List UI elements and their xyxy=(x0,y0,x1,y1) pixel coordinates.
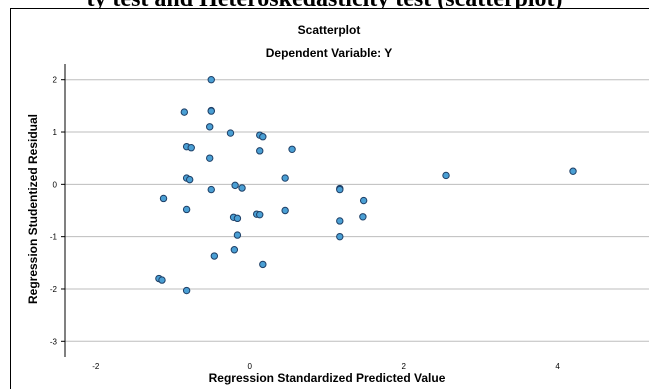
data-point xyxy=(210,252,219,260)
data-point xyxy=(359,196,368,205)
data-point xyxy=(259,133,267,141)
data-point xyxy=(288,145,296,153)
data-point xyxy=(207,75,215,84)
data-point xyxy=(336,185,344,194)
data-point xyxy=(206,123,214,131)
data-point xyxy=(182,286,191,295)
data-point xyxy=(187,144,195,152)
x-axis-label: Regression Standardized Predicted Value xyxy=(209,371,446,385)
y-axis-label: Regression Studentized Residual xyxy=(26,114,40,304)
data-point xyxy=(206,154,214,162)
data-point xyxy=(230,246,239,254)
gridlines xyxy=(65,79,649,342)
data-point xyxy=(259,260,267,269)
x-tick-label: -2 xyxy=(92,362,100,371)
data-point xyxy=(256,147,264,155)
data-point xyxy=(442,171,450,180)
data-point xyxy=(256,210,264,219)
chart-frame: Scatterplot Dependent Variable: Y -3 -2 -1… xyxy=(10,8,649,389)
x-axis-ticks: -2 0 2 4 xyxy=(92,362,560,371)
data-point xyxy=(226,129,235,137)
data-point xyxy=(207,185,215,194)
data-points xyxy=(155,75,577,295)
data-point xyxy=(158,276,166,284)
data-point xyxy=(281,174,289,182)
data-point xyxy=(231,181,239,190)
chart-subtitle: Dependent Variable: Y xyxy=(266,46,393,60)
y-tick-label: 1 xyxy=(53,128,58,137)
y-axis-ticks: -3 -2 -1 0 1 2 xyxy=(50,76,65,346)
y-tick-label: 2 xyxy=(53,76,58,85)
data-point xyxy=(569,167,577,175)
plot-area xyxy=(65,64,649,357)
data-point xyxy=(159,194,168,203)
data-point xyxy=(180,108,189,116)
y-tick-label: -1 xyxy=(50,233,58,242)
data-point xyxy=(233,214,242,223)
data-point xyxy=(233,231,242,239)
chart-title: Scatterplot xyxy=(298,23,361,37)
scatterplot-chart: Scatterplot Dependent Variable: Y -3 -2 -1… xyxy=(26,23,649,385)
data-point xyxy=(281,206,289,215)
data-point xyxy=(185,175,194,184)
data-point xyxy=(207,107,215,115)
data-point xyxy=(359,213,367,221)
data-point xyxy=(336,232,344,241)
x-tick-label: 2 xyxy=(401,362,406,371)
data-point xyxy=(238,184,246,192)
y-tick-label: -2 xyxy=(50,285,58,294)
y-tick-label: -3 xyxy=(50,337,58,346)
x-tick-label: 4 xyxy=(555,362,560,371)
data-point xyxy=(336,217,344,225)
y-tick-label: 0 xyxy=(53,180,58,189)
x-tick-label: 0 xyxy=(248,362,253,371)
data-point xyxy=(182,205,191,214)
